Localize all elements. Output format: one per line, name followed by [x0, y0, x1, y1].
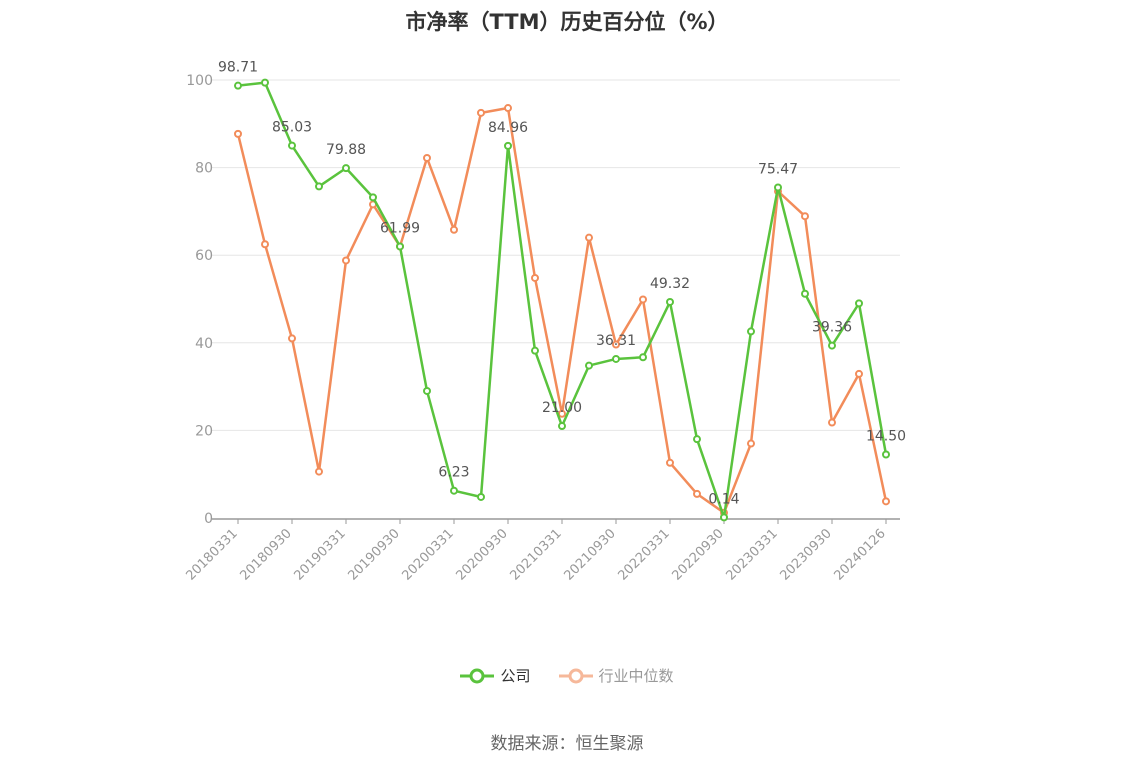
y-tick-label: 0: [204, 511, 213, 527]
data-point[interactable]: [612, 354, 620, 363]
x-tick-label: 20230930: [777, 526, 834, 583]
x-tick-label: 20220331: [615, 526, 672, 583]
data-point[interactable]: [288, 334, 296, 343]
y-tick-label: 60: [195, 248, 213, 264]
data-label: 84.96: [488, 120, 528, 136]
data-point[interactable]: [477, 108, 485, 117]
y-tick-label: 80: [195, 161, 213, 177]
data-point[interactable]: [315, 467, 323, 476]
data-point[interactable]: [234, 81, 242, 90]
y-axis-ticks: 0 20 40 60 80 100: [186, 73, 213, 527]
data-label: 6.23: [438, 465, 469, 481]
x-tick-label: 20210331: [507, 526, 564, 583]
data-label: 14.50: [866, 428, 906, 444]
x-tick-label: 20200331: [399, 526, 456, 583]
chart-title: 市净率（TTM）历史百分位（%）: [405, 10, 729, 34]
data-point[interactable]: [504, 104, 512, 113]
legend-item-company[interactable]: 公司: [460, 665, 531, 686]
data-point[interactable]: [666, 458, 674, 467]
data-point[interactable]: [234, 129, 242, 138]
data-point[interactable]: [639, 295, 647, 304]
data-label: 61.99: [380, 220, 420, 236]
data-labels: 98.71 85.03 79.88 61.99 6.23 84.96 21.00 36.31 4…: [218, 60, 906, 508]
data-label: 0.14: [708, 491, 739, 507]
data-point[interactable]: [882, 450, 890, 459]
data-point[interactable]: [396, 242, 404, 251]
data-point[interactable]: [315, 182, 323, 191]
data-point[interactable]: [801, 212, 809, 221]
data-point[interactable]: [342, 256, 350, 265]
data-label: 98.71: [218, 60, 258, 76]
legend-item-industry[interactable]: 行业中位数: [558, 665, 674, 686]
data-label: 36.31: [596, 333, 636, 349]
data-point[interactable]: [288, 141, 296, 150]
x-tick-label: 20180930: [237, 526, 294, 583]
legend-label-industry: 行业中位数: [598, 667, 674, 685]
data-label: 49.32: [650, 276, 690, 292]
x-tick-label: 20190930: [345, 526, 402, 583]
data-point[interactable]: [612, 340, 620, 349]
data-point[interactable]: [342, 164, 350, 173]
data-point[interactable]: [639, 353, 647, 362]
data-point[interactable]: [855, 369, 863, 378]
legend-swatch-industry: [558, 668, 593, 683]
series-0: [234, 78, 890, 522]
data-label: 39.36: [812, 320, 852, 336]
y-tick-label: 100: [186, 73, 213, 89]
data-point[interactable]: [585, 361, 593, 370]
gridlines: [212, 79, 900, 431]
data-point[interactable]: [693, 489, 701, 498]
data-point[interactable]: [531, 346, 539, 355]
data-point[interactable]: [450, 486, 458, 495]
data-label: 21.00: [542, 400, 582, 416]
series-group: [234, 78, 890, 522]
data-point[interactable]: [747, 439, 755, 448]
y-tick-label: 40: [195, 336, 213, 352]
data-point[interactable]: [828, 418, 836, 427]
legend-swatch-company: [460, 668, 495, 683]
source-note: 数据来源：恒生聚源: [490, 734, 644, 754]
data-point[interactable]: [828, 341, 836, 350]
x-tick-label: 20200930: [453, 526, 510, 583]
data-point[interactable]: [801, 289, 809, 298]
data-point[interactable]: [261, 78, 269, 87]
x-tick-label: 20190331: [291, 526, 348, 583]
data-point[interactable]: [558, 409, 566, 418]
data-point[interactable]: [261, 240, 269, 249]
x-tick-label: 20240126: [831, 526, 888, 583]
data-label: 75.47: [758, 161, 798, 177]
data-point[interactable]: [531, 273, 539, 282]
data-point[interactable]: [747, 327, 755, 336]
data-point[interactable]: [369, 193, 377, 202]
data-point[interactable]: [504, 141, 512, 150]
data-point[interactable]: [450, 225, 458, 234]
data-point[interactable]: [558, 422, 566, 431]
data-label: 85.03: [272, 120, 312, 136]
data-point[interactable]: [477, 492, 485, 501]
data-point[interactable]: [693, 435, 701, 444]
legend: 公司 行业中位数: [0, 665, 1134, 686]
x-tick-label: 20210930: [561, 526, 618, 583]
y-tick-label: 20: [195, 423, 213, 439]
data-point[interactable]: [855, 299, 863, 308]
data-point[interactable]: [423, 153, 431, 162]
x-tick-label: 20220930: [669, 526, 726, 583]
data-label: 79.88: [326, 142, 366, 158]
data-point[interactable]: [423, 386, 431, 395]
x-tick-label: 20230331: [723, 526, 780, 583]
x-tick-label: 20180331: [183, 526, 240, 583]
data-point[interactable]: [585, 233, 593, 242]
data-point[interactable]: [666, 297, 674, 306]
data-point[interactable]: [774, 183, 782, 192]
data-point[interactable]: [720, 513, 728, 522]
data-point[interactable]: [882, 497, 890, 506]
legend-label-company: 公司: [500, 667, 531, 685]
x-axis: 2018033120180930201903312019093020200331…: [183, 518, 900, 584]
